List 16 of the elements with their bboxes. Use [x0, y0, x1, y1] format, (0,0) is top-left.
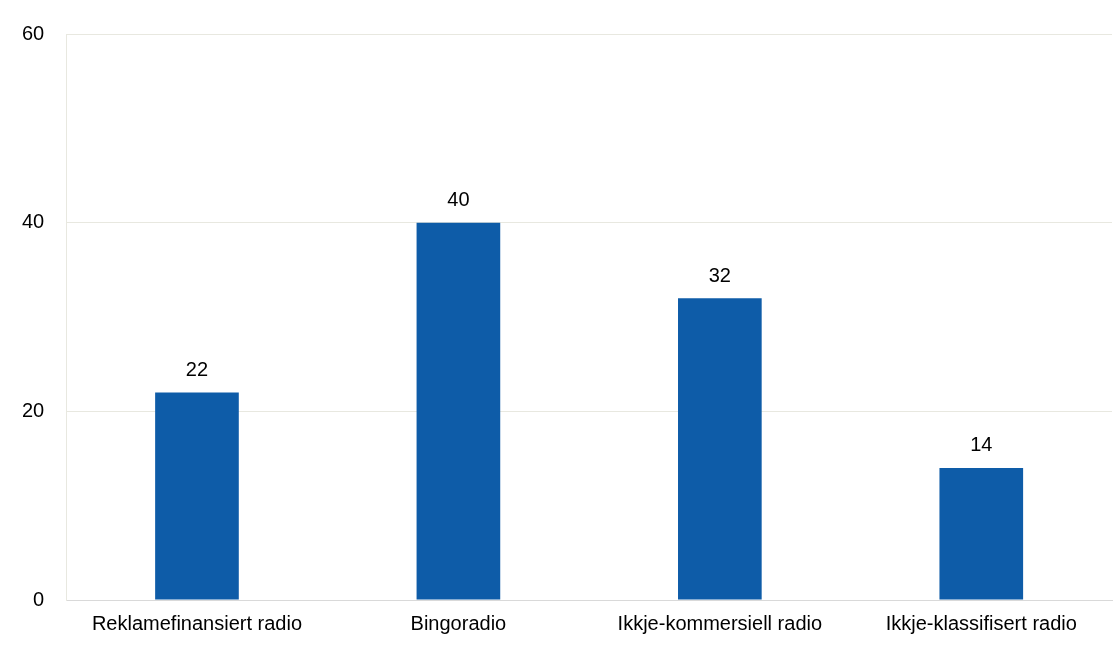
- y-tick-label: 20: [22, 398, 45, 421]
- x-tick-label: Ikkje-kommersiell radio: [617, 611, 823, 634]
- y-tick-label: 40: [22, 210, 45, 233]
- data-label: 22: [185, 357, 209, 380]
- data-label: 14: [970, 433, 993, 456]
- data-label: 40: [447, 188, 470, 211]
- bar: [678, 298, 762, 600]
- x-tick-label: Reklamefinansiert radio: [91, 611, 303, 634]
- x-tick-label: Bingoradio: [410, 611, 507, 634]
- bar: [155, 392, 239, 600]
- bar: [416, 222, 501, 600]
- bar: [939, 467, 1024, 600]
- data-label: 32: [708, 263, 731, 286]
- x-tick-label: Ikkje-klassifisert radio: [885, 611, 1077, 634]
- y-tick-label: 0: [33, 587, 45, 610]
- y-tick-label: 60: [22, 21, 45, 44]
